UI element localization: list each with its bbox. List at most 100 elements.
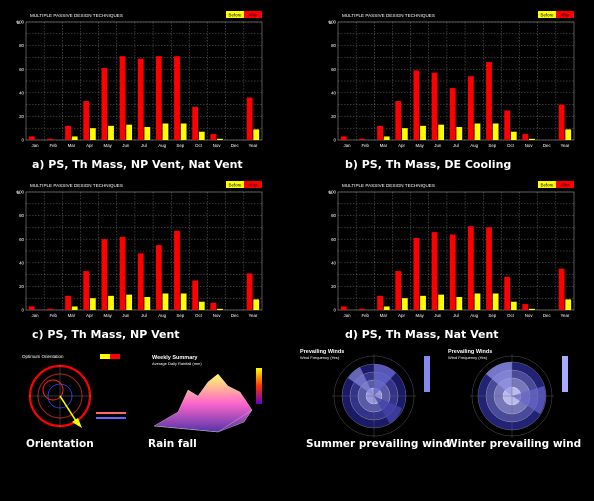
x-tick-label: Year bbox=[248, 313, 257, 318]
y-tick-label: 20 bbox=[19, 284, 24, 289]
chart-title: MULTIPLE PASSIVE DESIGN TECHNIQUES bbox=[30, 13, 123, 18]
y-tick-label: 80 bbox=[331, 43, 336, 48]
rainfall-title: Weekly Summary bbox=[152, 355, 198, 361]
bar-after bbox=[174, 56, 180, 140]
bar-chart-c: MULTIPLE PASSIVE DESIGN TECHNIQUES% Befor… bbox=[16, 181, 263, 318]
bar-before bbox=[217, 138, 223, 140]
orientation-legend-line-1 bbox=[96, 412, 126, 414]
rainfall-color-scale bbox=[256, 368, 262, 404]
legend-after-label: After bbox=[560, 182, 570, 187]
bar-after bbox=[340, 306, 347, 310]
x-tick-label: Aug bbox=[158, 143, 166, 148]
orientation-thumbnail: Optimum Orientation bbox=[20, 352, 132, 436]
legend-before-swatch bbox=[538, 181, 556, 188]
y-tick-label: 80 bbox=[19, 213, 24, 218]
chart-title: MULTIPLE PASSIVE DESIGN TECHNIQUES bbox=[342, 183, 435, 188]
legend-after-swatch bbox=[244, 181, 262, 188]
bar-before bbox=[510, 131, 517, 140]
y-axis-label: % bbox=[16, 190, 20, 195]
y-tick-label: 40 bbox=[19, 90, 24, 95]
bar-after bbox=[119, 236, 126, 310]
bar-after bbox=[359, 308, 365, 310]
bar-after bbox=[101, 68, 108, 140]
bar-after bbox=[504, 110, 511, 140]
bar-before bbox=[162, 293, 169, 310]
bar-before bbox=[108, 125, 114, 140]
bar-after bbox=[246, 273, 253, 310]
plot-frame bbox=[25, 191, 263, 311]
x-tick-label: Jul bbox=[141, 313, 147, 318]
legend-before-label: Before bbox=[229, 182, 242, 187]
x-tick-label: Nov bbox=[525, 313, 534, 318]
winter-wind-caption: Winter prevailing wind bbox=[446, 438, 582, 450]
chart-caption-c: c) PS, Th Mass, NP Vent bbox=[32, 328, 180, 341]
legend-before-label: Before bbox=[541, 182, 554, 187]
bar-before bbox=[198, 131, 205, 140]
legend-after-label: After bbox=[248, 182, 258, 187]
bar-before bbox=[71, 136, 78, 140]
bar-before bbox=[492, 293, 499, 310]
y-axis-label: % bbox=[16, 20, 20, 25]
bar-before bbox=[144, 127, 151, 140]
x-tick-label: Sep bbox=[488, 143, 496, 148]
orientation-legend-swatch-2 bbox=[110, 354, 120, 359]
x-tick-label: Sep bbox=[488, 313, 496, 318]
bar-before bbox=[438, 294, 445, 310]
y-tick-label: 100 bbox=[329, 20, 337, 25]
legend-before-swatch bbox=[226, 11, 244, 18]
x-tick-label: Year bbox=[560, 143, 569, 148]
bar-after bbox=[413, 238, 420, 310]
legend-after-label: After bbox=[560, 12, 570, 17]
bar-after bbox=[377, 295, 383, 310]
summer-wind-thumbnail: Prevailing Winds Wind Frequency (Hrs) bbox=[298, 346, 436, 438]
summer-wind-rose: Prevailing Winds Wind Frequency (Hrs) bbox=[300, 349, 430, 438]
x-tick-label: Jan bbox=[344, 143, 352, 148]
winter-wind-title: Prevailing Winds bbox=[448, 349, 492, 355]
bar-before bbox=[383, 136, 390, 140]
chart-title: MULTIPLE PASSIVE DESIGN TECHNIQUES bbox=[30, 183, 123, 188]
plot-frame bbox=[25, 21, 263, 141]
y-tick-label: 60 bbox=[19, 237, 24, 242]
bar-before bbox=[456, 127, 463, 140]
bar-after bbox=[413, 70, 420, 140]
x-tick-label: Aug bbox=[470, 143, 478, 148]
bar-before bbox=[456, 297, 463, 310]
winter-wind-scale bbox=[562, 356, 568, 392]
bar-after bbox=[558, 268, 565, 310]
bar-before bbox=[108, 295, 114, 310]
y-tick-label: 20 bbox=[331, 284, 336, 289]
bar-after bbox=[431, 232, 438, 310]
bar-after bbox=[47, 308, 53, 310]
chart-panel-b: MULTIPLE PASSIVE DESIGN TECHNIQUES% Befor… bbox=[324, 6, 582, 152]
bar-after bbox=[504, 276, 511, 310]
bar-before bbox=[89, 128, 96, 140]
x-tick-label: May bbox=[416, 143, 425, 148]
bar-after bbox=[522, 134, 529, 140]
bar-after bbox=[359, 138, 365, 140]
bar-after bbox=[467, 226, 474, 310]
bar-after bbox=[174, 230, 180, 310]
chart-caption-d: d) PS, Th Mass, Nat Vent bbox=[345, 328, 499, 341]
legend-before-swatch bbox=[538, 11, 556, 18]
orientation-diagram: Optimum Orientation bbox=[20, 352, 132, 436]
x-tick-label: Sep bbox=[176, 143, 184, 148]
bar-before bbox=[217, 308, 223, 310]
y-tick-label: 40 bbox=[331, 260, 336, 265]
bar-before bbox=[71, 306, 78, 310]
bar-before bbox=[492, 123, 499, 140]
x-tick-label: Mar bbox=[380, 313, 388, 318]
bar-chart-d: MULTIPLE PASSIVE DESIGN TECHNIQUES% Befor… bbox=[328, 181, 575, 318]
y-tick-label: 0 bbox=[22, 138, 25, 143]
x-tick-label: Mar bbox=[68, 143, 76, 148]
bar-after bbox=[486, 62, 492, 141]
summer-wind-scale bbox=[424, 356, 430, 392]
y-tick-label: 20 bbox=[19, 114, 24, 119]
bar-after bbox=[137, 58, 144, 140]
legend-after-swatch bbox=[244, 11, 262, 18]
x-tick-label: Jul bbox=[141, 143, 147, 148]
x-tick-label: Nov bbox=[213, 313, 222, 318]
bar-before bbox=[529, 138, 535, 140]
bar-after bbox=[395, 271, 402, 310]
x-tick-label: Apr bbox=[86, 143, 93, 148]
bar-after bbox=[522, 304, 529, 310]
